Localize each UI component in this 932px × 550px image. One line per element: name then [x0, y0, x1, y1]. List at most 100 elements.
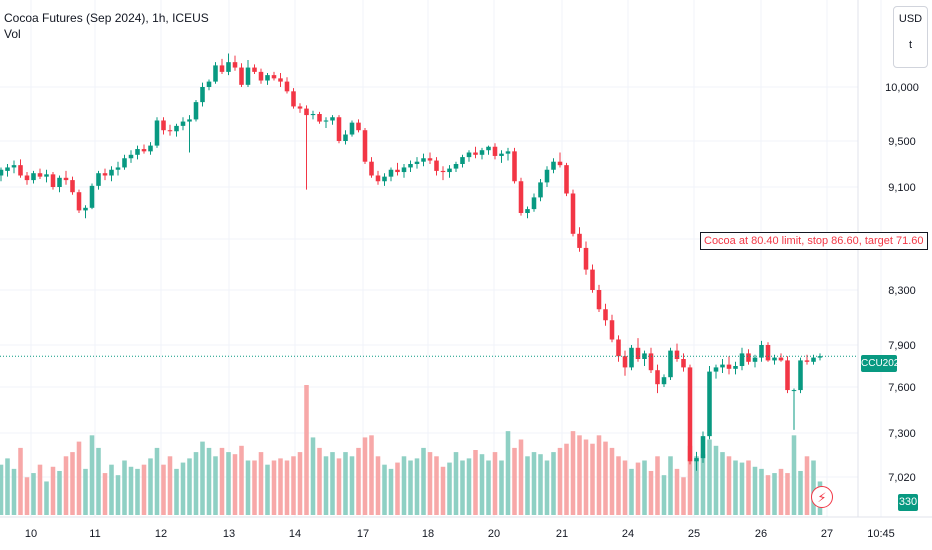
volume-bar	[239, 445, 244, 515]
volume-bar	[551, 452, 556, 515]
volume-bar	[752, 466, 758, 515]
candle-body	[791, 390, 797, 392]
candle-body	[616, 339, 621, 357]
currency-label: USD	[898, 13, 923, 25]
volume-bar	[200, 441, 205, 515]
volume-bar	[434, 456, 439, 515]
candle-body	[583, 247, 589, 270]
volume-bar	[213, 456, 218, 515]
candle-body	[89, 185, 95, 208]
candle-body	[525, 209, 530, 213]
candle-body	[70, 180, 75, 193]
candle-body	[297, 106, 303, 109]
volume-bar	[453, 452, 459, 515]
volume-bar	[193, 452, 199, 515]
candlesticks	[0, 53, 823, 471]
candle-body	[362, 130, 368, 162]
candle-body	[759, 345, 764, 358]
time-tick-label: 12	[155, 528, 167, 540]
volume-bar	[180, 462, 186, 515]
candle-body	[284, 81, 290, 92]
candle-body	[330, 117, 335, 121]
candle-body	[375, 175, 381, 182]
volume-bar	[427, 452, 433, 515]
price-tick-label: 7,020	[888, 472, 916, 484]
price-tick-label: 8,300	[888, 285, 916, 297]
volume-bar	[50, 466, 56, 515]
volume-bar	[700, 454, 706, 515]
volume-bar	[681, 477, 686, 515]
candle-body	[115, 167, 121, 170]
volume-bar	[629, 468, 634, 515]
candle-body	[154, 120, 160, 146]
time-tick-label: 13	[223, 528, 235, 540]
price-axis[interactable]: 10,0009,5009,1008,7008,3007,9007,6007,30…	[885, 82, 919, 484]
candle-body	[557, 161, 563, 166]
volume-bar	[323, 456, 329, 515]
volume-bar	[401, 456, 407, 515]
volume-bar	[109, 464, 114, 515]
volume-bar	[369, 435, 374, 515]
volume-bar	[713, 445, 719, 515]
candle-body	[336, 117, 342, 141]
volume-bar	[746, 460, 751, 515]
candle-body	[564, 165, 569, 194]
currency-unit-selector[interactable]: USD t	[893, 6, 928, 68]
candle-body	[421, 158, 426, 162]
volume-bar	[791, 435, 797, 515]
candle-body	[50, 174, 56, 187]
candle-body	[674, 350, 680, 359]
candle-body	[219, 65, 225, 72]
volume-bar	[356, 447, 361, 515]
time-tick-label: 10:45	[867, 528, 895, 540]
volume-bar	[174, 468, 179, 515]
candle-body	[447, 168, 452, 173]
candle-body	[271, 75, 277, 79]
candle-body	[278, 78, 283, 82]
time-axis[interactable]: 10 11 12 13 14 17 18 20 21 24 25 26 27 10:45	[25, 528, 895, 540]
volume-bar	[687, 445, 693, 515]
lightning-icon[interactable]: ⚡	[811, 486, 833, 508]
volume-bar	[5, 458, 10, 515]
volume-bar	[304, 385, 309, 515]
candle-body	[804, 360, 810, 362]
volume-bar	[460, 460, 465, 515]
chart-title[interactable]: Cocoa Futures (Sep 2024), 1h, ICEUS	[4, 11, 209, 25]
candle-body	[622, 356, 628, 368]
candle-body	[356, 122, 361, 131]
time-tick-label: 25	[688, 528, 700, 540]
candle-body	[193, 102, 199, 120]
candle-body	[707, 371, 712, 437]
candle-body	[531, 197, 537, 210]
candle-body	[538, 182, 543, 198]
volume-bar	[375, 456, 381, 515]
volume-label[interactable]: Vol	[4, 27, 21, 41]
volume-bar	[122, 460, 127, 515]
volume-bar	[265, 464, 270, 515]
time-tick-label: 18	[422, 528, 434, 540]
volume-bar	[538, 454, 543, 515]
volume-bar	[707, 439, 712, 515]
volume-bar	[317, 447, 322, 515]
volume-bar	[557, 447, 563, 515]
time-tick-label: 24	[622, 528, 634, 540]
volume-bar	[414, 458, 420, 515]
volume-bar	[278, 458, 283, 515]
candle-body	[811, 357, 816, 362]
volume-bar	[128, 466, 134, 515]
volume-bar	[486, 460, 491, 515]
candle-body	[395, 169, 400, 173]
candle-body	[258, 71, 264, 81]
trade-annotation[interactable]: Cocoa at 80.40 limit, stop 86.60, target…	[700, 232, 928, 250]
candle-body	[252, 67, 257, 72]
candle-body	[76, 192, 82, 211]
volume-bar	[765, 475, 771, 515]
volume-bar	[245, 460, 251, 515]
volume-bar	[388, 468, 394, 515]
volume-bar	[343, 452, 348, 515]
volume-bar	[661, 475, 667, 515]
candle-body	[369, 161, 374, 176]
volume-bar	[232, 454, 238, 515]
candle-body	[460, 157, 465, 164]
